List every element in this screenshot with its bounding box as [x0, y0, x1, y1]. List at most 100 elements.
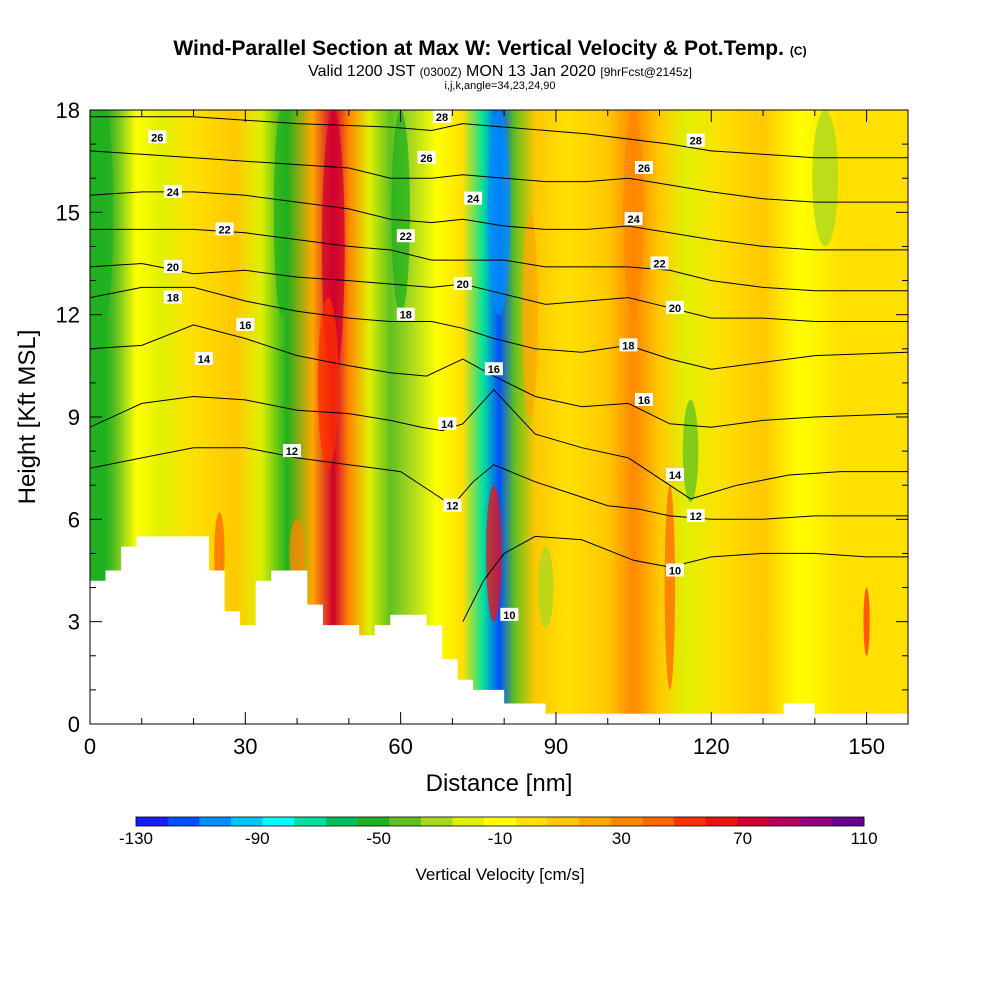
contour-label-text: 28 — [690, 136, 702, 148]
colorbar-tick-label: -90 — [245, 829, 270, 848]
contour-label-text: 26 — [420, 153, 432, 165]
contour-label: 28 — [686, 133, 705, 148]
contour-label-text: 20 — [167, 262, 179, 274]
theta-contour-12 — [90, 447, 908, 520]
contour-label: 24 — [163, 184, 182, 199]
theta-contour-20 — [90, 262, 908, 322]
theta-contour-18 — [90, 286, 908, 370]
x-tick-label: 30 — [233, 734, 257, 759]
contour-label-text: 16 — [239, 320, 251, 332]
contour-label: 18 — [396, 307, 415, 322]
contour-label: 20 — [163, 259, 182, 274]
contour-label: 16 — [236, 317, 255, 332]
colorbar-swatch — [705, 817, 738, 826]
x-tick-label: 120 — [693, 734, 730, 759]
contour-label-text: 18 — [167, 293, 179, 305]
contour-label-text: 24 — [167, 187, 180, 199]
colorbar-swatch — [294, 817, 327, 826]
contour-label: 12 — [443, 498, 462, 513]
colorbar-swatch — [262, 817, 295, 826]
plot-area: 26 24 22 20 18 16 14 12 28 26 24 22 20 18 16 14 12 10 28 26… — [90, 110, 908, 724]
contour-label-text: 12 — [690, 511, 702, 523]
y-axis-label: Height [Kft MSL] — [14, 330, 41, 505]
contour-label: 24 — [624, 212, 643, 226]
theta-contour-14 — [90, 388, 908, 500]
velocity-cell — [391, 110, 410, 315]
contour-label: 26 — [634, 160, 653, 175]
velocity-cell — [682, 399, 699, 503]
contour-label-text: 12 — [286, 446, 298, 458]
x-tick-label: 150 — [848, 734, 885, 759]
colorbar-swatch — [547, 817, 580, 826]
colorbar — [135, 816, 865, 827]
colorbar-swatch — [167, 817, 200, 826]
theta-contour-24 — [90, 191, 908, 251]
contour-label: 20 — [666, 300, 685, 315]
y-tick-label: 9 — [68, 405, 80, 430]
contour-label-text: 28 — [436, 112, 448, 124]
contour-label: 18 — [619, 338, 638, 352]
contour-label: 22 — [650, 256, 669, 271]
contour-label-text: 16 — [638, 395, 650, 407]
contour-label: 16 — [634, 392, 653, 407]
colorbar-swatch — [610, 817, 643, 826]
contour-label-text: 18 — [622, 340, 634, 352]
velocity-cell — [486, 485, 502, 622]
colorbar-swatch — [674, 817, 707, 826]
x-axis: 0 30 60 90 120 150 — [84, 110, 885, 759]
contour-labels: 26 24 22 20 18 16 14 12 28 26 24 22 20 18 16 14 12 10 28 26… — [148, 110, 705, 622]
contour-label: 14 — [194, 352, 213, 366]
colorbar-swatch — [515, 817, 548, 826]
colorbar-swatch — [199, 817, 232, 826]
contour-label: 14 — [438, 416, 457, 431]
colorbar-swatch — [357, 817, 390, 826]
colorbar-tick-label: -50 — [366, 829, 391, 848]
velocity-cell — [273, 110, 290, 315]
contour-label-text: 18 — [400, 310, 412, 322]
velocity-cell — [664, 485, 676, 690]
colorbar-swatch — [737, 817, 770, 826]
contour-label-text: 26 — [151, 132, 163, 144]
colorbar-swatch — [832, 817, 865, 826]
y-tick-label: 0 — [68, 712, 80, 737]
contour-label-text: 16 — [488, 364, 500, 376]
colorbar-swatch — [325, 817, 359, 826]
velocity-cell — [487, 110, 511, 315]
velocity-cell — [812, 110, 839, 247]
colorbar-swatch — [452, 817, 485, 826]
contour-label: 28 — [433, 110, 452, 124]
terrain — [90, 536, 908, 724]
contour-label: 26 — [148, 130, 167, 144]
y-tick-label: 6 — [68, 507, 80, 532]
theta-contour-22 — [90, 228, 908, 292]
x-tick-label: 90 — [544, 734, 568, 759]
colorbar-tick-label: 30 — [612, 829, 631, 848]
contour-label: 26 — [417, 150, 436, 165]
chart-subtitle-indices: i,j,k,angle=34,23,24,90 — [444, 80, 555, 92]
velocity-cell — [537, 546, 554, 629]
velocity-cell — [863, 587, 870, 656]
contour-label: 14 — [666, 467, 685, 482]
contour-label: 16 — [484, 362, 503, 376]
colorbar-swatch — [579, 817, 612, 826]
y-tick-label: 18 — [56, 98, 80, 123]
y-axis: 0 3 6 9 12 15 18 — [56, 98, 908, 737]
contour-label: 22 — [215, 222, 234, 236]
contour-label-text: 10 — [503, 610, 515, 622]
contour-label-text: 24 — [467, 194, 480, 206]
colorbar-swatch — [642, 817, 675, 826]
theta-contours — [90, 116, 908, 622]
colorbar-swatch — [420, 817, 454, 826]
velocity-cell — [97, 110, 114, 315]
y-tick-label: 15 — [56, 200, 80, 225]
contour-label-text: 20 — [669, 303, 681, 315]
chart-subtitle: Valid 1200 JST (0300Z) MON 13 Jan 2020 [… — [308, 63, 692, 80]
contour-label: 22 — [396, 229, 415, 243]
contour-label: 10 — [666, 563, 685, 578]
colorbar-swatch — [136, 817, 169, 826]
theta-contour-10 — [462, 535, 908, 622]
colorbar-swatch — [230, 817, 264, 826]
colorbar-tick-label: -10 — [488, 829, 513, 848]
colorbar-swatch — [800, 817, 833, 826]
